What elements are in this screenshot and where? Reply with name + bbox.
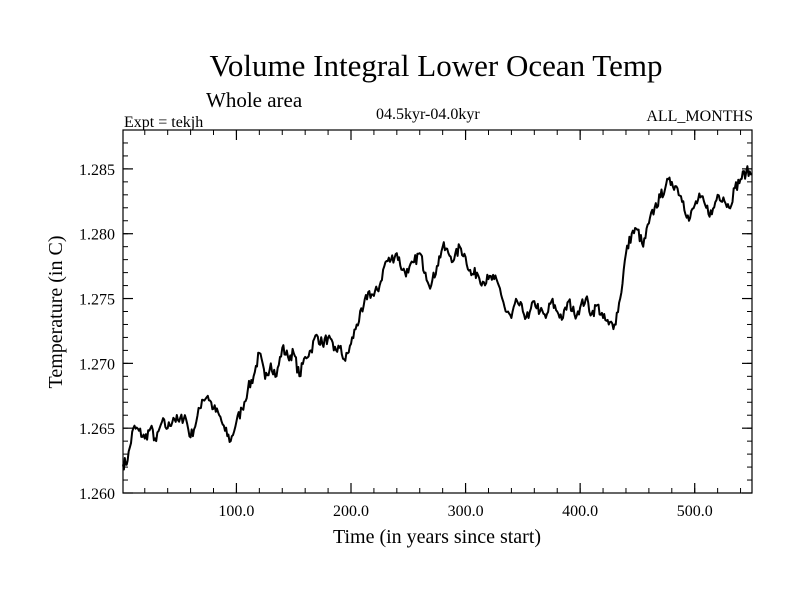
chart-subtitle: Whole area	[206, 88, 303, 112]
y-minor-ticks	[123, 129, 752, 494]
x-tick-label: 400.0	[562, 503, 598, 520]
y-tick-label: 1.260	[79, 486, 115, 503]
chart-title: Volume Integral Lower Ocean Temp	[209, 48, 663, 83]
y-tick-label: 1.275	[79, 292, 115, 309]
season-label: ALL_MONTHS	[646, 108, 753, 125]
experiment-label: Expt = tekjh	[124, 114, 204, 131]
y-tick-label: 1.285	[79, 162, 115, 179]
y-tick-label: 1.265	[79, 421, 115, 438]
plot-frame	[122, 129, 753, 494]
x-tick-label: 300.0	[448, 503, 484, 520]
period-label: 04.5kyr-04.0kyr	[376, 106, 480, 123]
y-axis-label: Temperature (in C)	[45, 236, 67, 389]
y-axis-ticks: 1.260 1.265 1.270 1.275 1.280 1.285	[79, 162, 752, 503]
y-tick-label: 1.270	[79, 356, 115, 373]
y-tick-label: 1.280	[79, 227, 115, 244]
x-tick-label: 500.0	[677, 503, 713, 520]
x-axis-label: Time (in years since start)	[333, 526, 541, 548]
x-tick-label: 200.0	[333, 503, 369, 520]
series-line-tekjh	[122, 165, 753, 471]
x-axis-ticks: 100.0 200.0 300.0 400.0 500.0	[218, 130, 713, 520]
x-tick-label: 100.0	[218, 503, 254, 520]
x-minor-ticks	[144, 130, 742, 493]
